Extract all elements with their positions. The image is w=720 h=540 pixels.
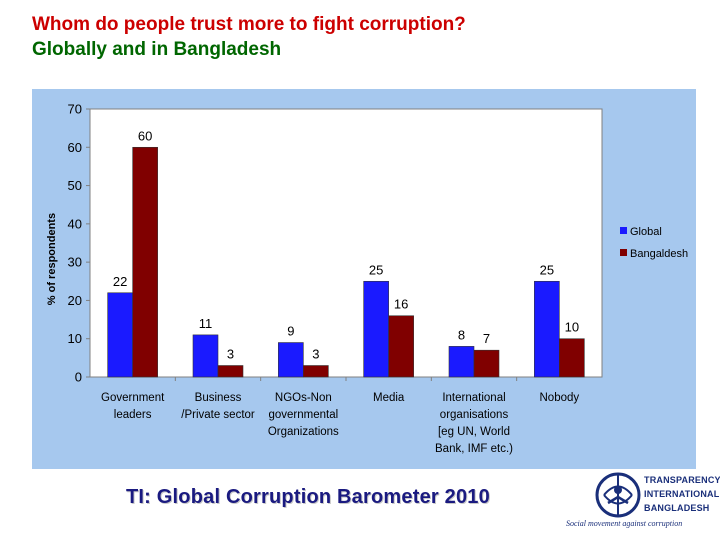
- y-tick-label: 30: [68, 255, 82, 270]
- title-line-1: Whom do people trust more to fight corru…: [32, 14, 466, 35]
- slide-title: Whom do people trust more to fight corru…: [32, 12, 672, 62]
- legend-swatch-bangaldesh: [620, 249, 627, 256]
- bar-bangaldesh: [303, 365, 329, 378]
- x-category-label: organisations: [440, 409, 509, 421]
- ti-globe-icon: [595, 472, 641, 518]
- x-category-label: Organizations: [268, 426, 339, 438]
- data-label: 25: [540, 262, 554, 277]
- y-tick-label: 60: [68, 140, 82, 155]
- x-category-label: Bank, IMF etc.): [435, 443, 513, 455]
- x-category-label: Government: [101, 392, 165, 404]
- legend-swatch-global: [620, 227, 627, 234]
- y-tick-label: 20: [68, 293, 82, 308]
- ti-logo-line-1: TRANSPARENCY: [644, 475, 720, 485]
- data-label: 25: [369, 262, 383, 277]
- bar-global: [448, 346, 475, 378]
- x-category-label: [eg UN, World: [438, 426, 510, 438]
- y-tick-label: 70: [68, 102, 82, 117]
- data-label: 11: [199, 316, 213, 331]
- data-label: 22: [113, 274, 127, 289]
- data-label: 8: [458, 327, 465, 342]
- x-category-label: NGOs-Non: [275, 392, 332, 404]
- chart-panel: 0 10 20 30 40 50 60 70 % of respondents 22 60 Gover…: [32, 89, 696, 469]
- bar-global: [534, 280, 560, 378]
- bar-global: [278, 342, 304, 378]
- legend-label-bangaldesh: Bangaldesh: [630, 248, 688, 260]
- legend-label-global: Global: [630, 226, 662, 238]
- source-caption: TI: Global Corruption Barometer 2010: [126, 486, 490, 508]
- data-label: 60: [138, 128, 152, 143]
- x-category-label: /Private sector: [181, 409, 255, 421]
- ti-logo-line-3: BANGLADESH: [644, 503, 710, 513]
- data-label: 10: [565, 320, 579, 335]
- bar-bangaldesh: [217, 365, 244, 378]
- title-line-2: Globally and in Bangladesh: [32, 39, 282, 60]
- data-label: 3: [312, 347, 319, 362]
- data-label: 3: [227, 347, 234, 362]
- ti-tagline: Social movement against corruption: [566, 519, 683, 528]
- y-tick-label: 40: [68, 216, 82, 231]
- bar-chart: 0 10 20 30 40 50 60 70 % of respondents 22 60 Gover…: [32, 89, 696, 469]
- bar-global: [363, 280, 389, 378]
- x-category-label: Media: [373, 392, 405, 404]
- ti-logo-text: TRANSPARENCY INTERNATIONAL BANGLADESH: [644, 473, 720, 515]
- bar-bangaldesh: [473, 349, 500, 378]
- x-category-label: leaders: [114, 409, 152, 421]
- data-label: 16: [394, 297, 408, 312]
- y-tick-label: 0: [75, 370, 82, 385]
- plot-area: [89, 108, 603, 378]
- y-tick-label: 50: [68, 178, 82, 193]
- bar-bangaldesh: [388, 315, 414, 378]
- x-category-label: Nobody: [540, 392, 580, 404]
- data-label: 9: [287, 324, 294, 339]
- y-tick-label: 10: [68, 331, 82, 346]
- bar-bangaldesh: [559, 338, 585, 378]
- ti-logo-line-2: INTERNATIONAL: [644, 489, 720, 499]
- x-category-label: governmental: [268, 409, 338, 421]
- bar-bangaldesh: [132, 146, 158, 378]
- x-category-label: International: [442, 392, 505, 404]
- y-axis-label: % of respondents: [46, 213, 58, 305]
- data-label: 7: [483, 331, 490, 346]
- bar-global: [107, 292, 133, 378]
- x-category-label: Business: [195, 392, 242, 404]
- bar-global: [192, 334, 219, 378]
- ti-bangladesh-logo: TRANSPARENCY INTERNATIONAL BANGLADESH So…: [566, 470, 720, 532]
